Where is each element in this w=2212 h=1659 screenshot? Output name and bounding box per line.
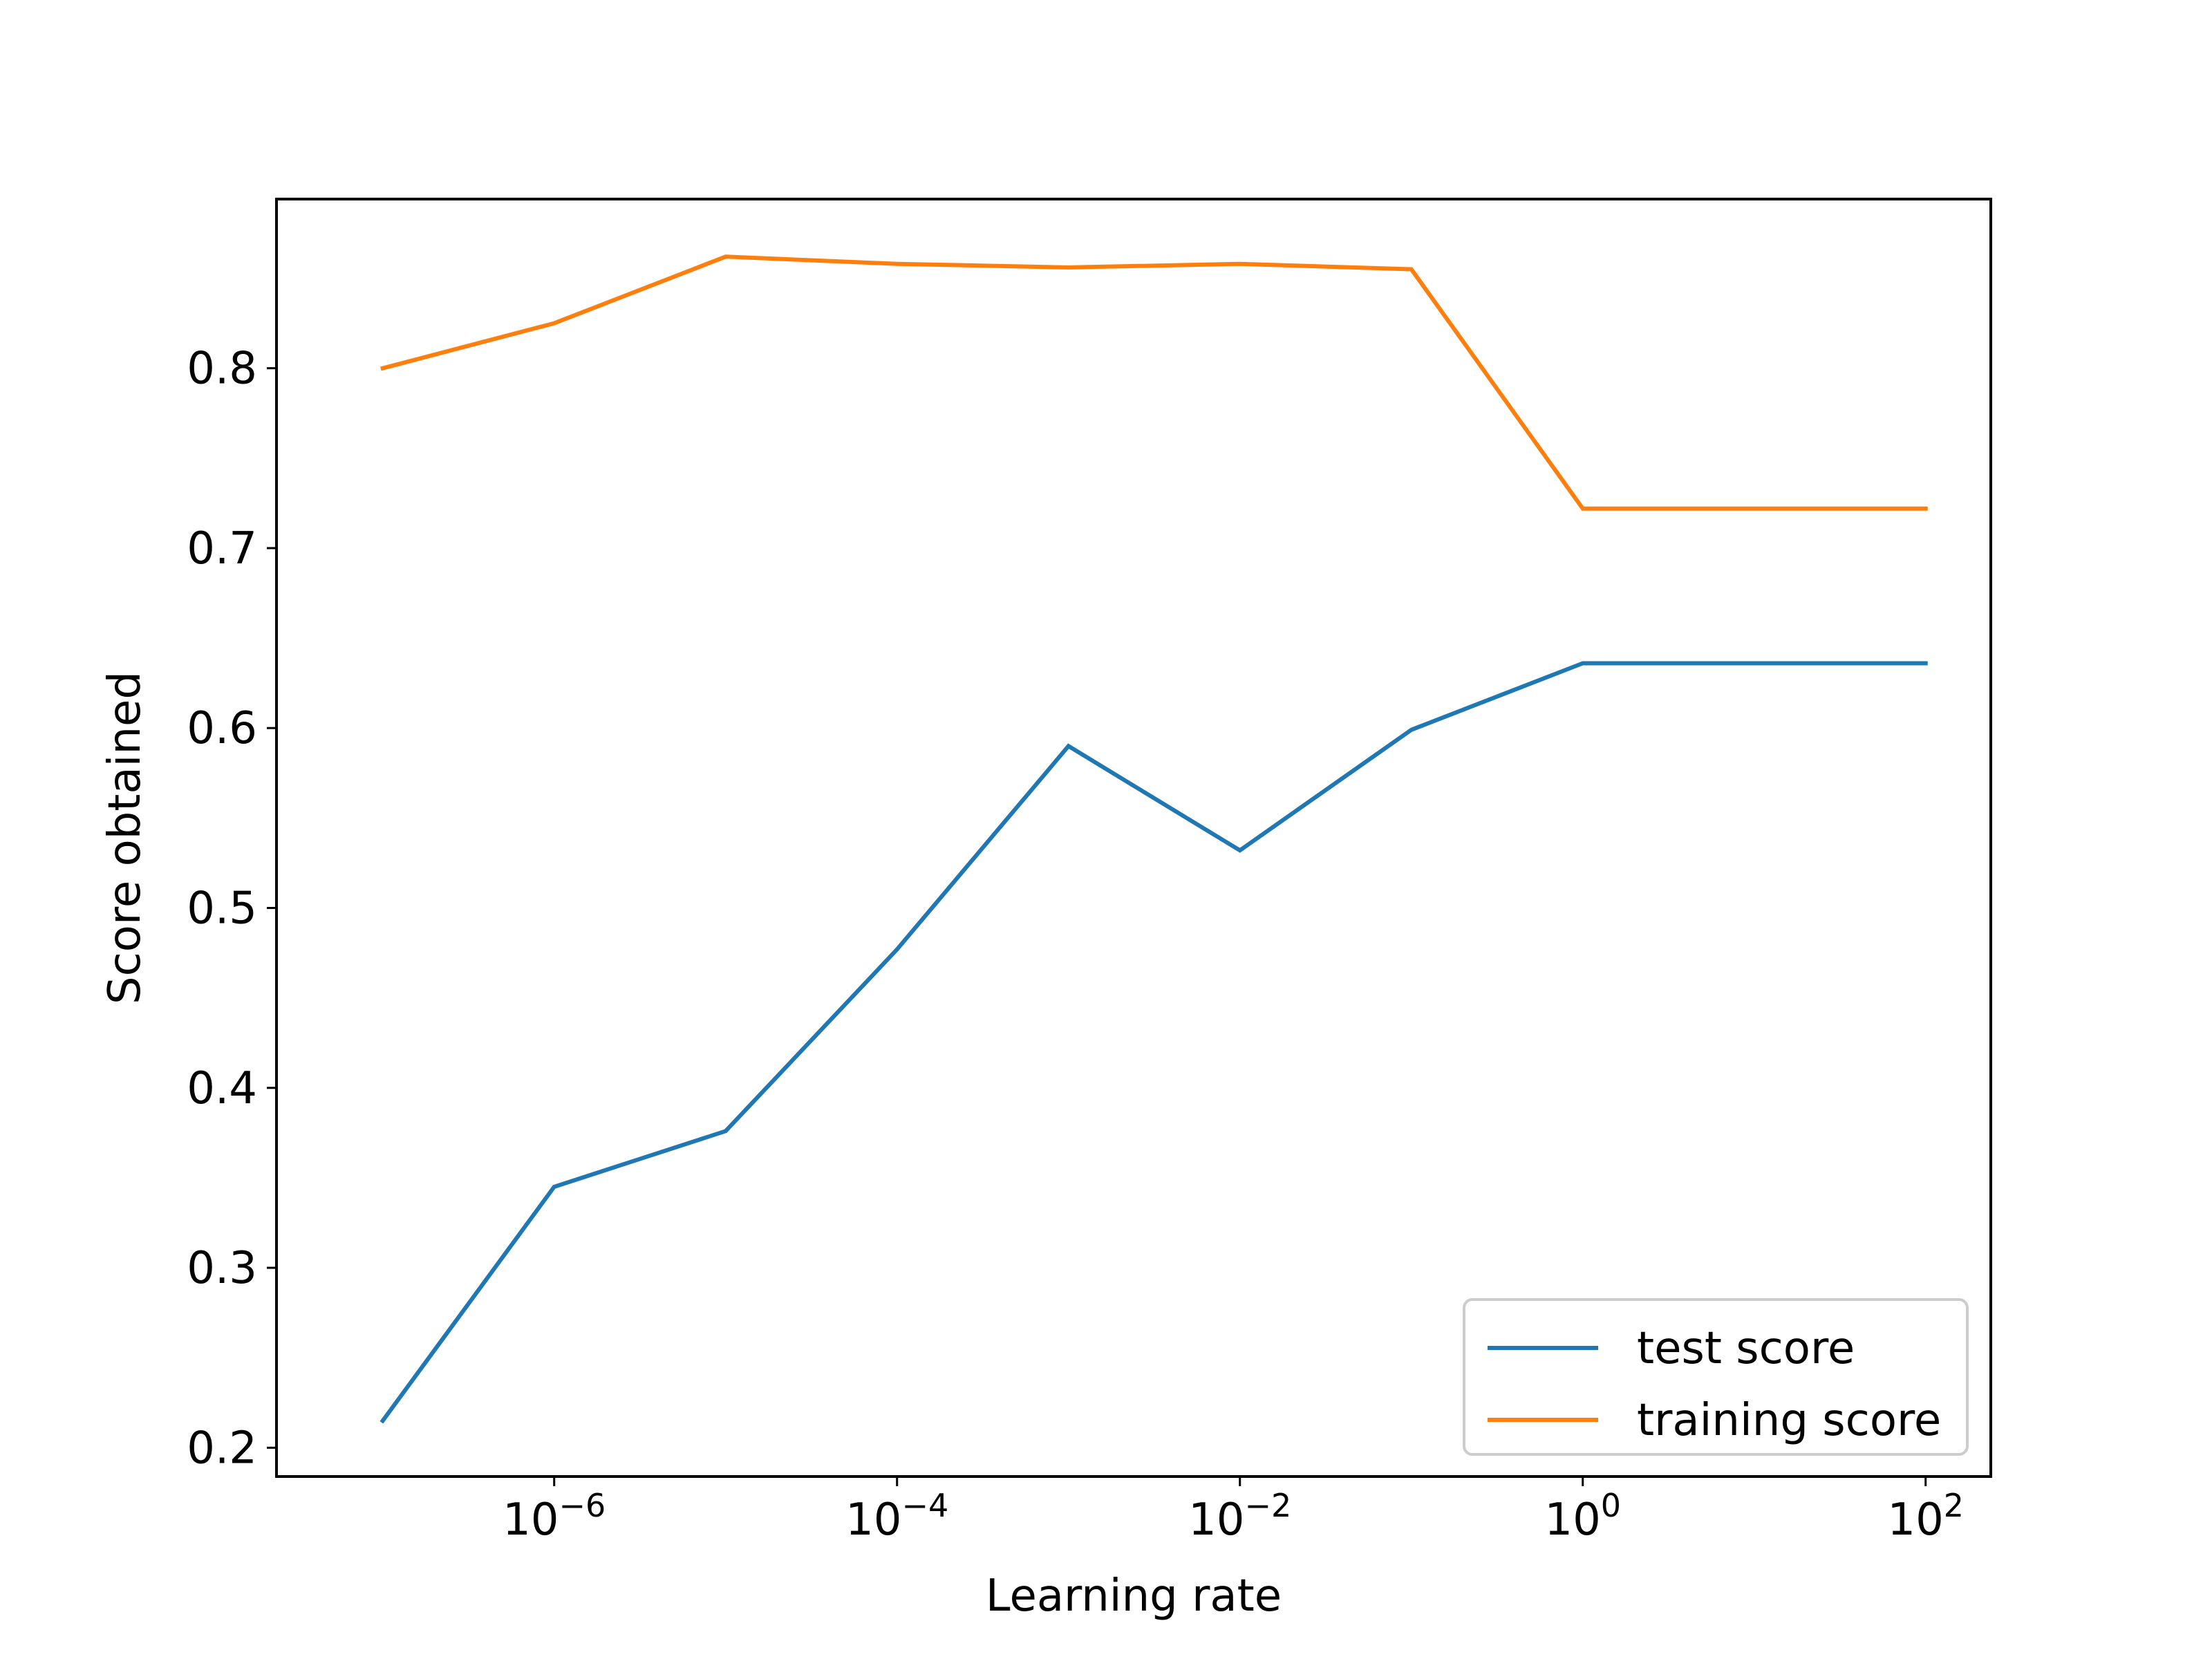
legend-label: training score: [1637, 1395, 1941, 1446]
y-tick-label: 0.6: [187, 703, 257, 754]
y-tick-label: 0.7: [187, 523, 257, 574]
x-axis-ticks: 10−6 10−4 10−2 100 102: [503, 1477, 1964, 1546]
y-tick-label: 0.5: [187, 883, 257, 935]
x-tick-label: 10−4: [845, 1487, 948, 1546]
legend: test score training score: [1463, 1298, 1969, 1456]
series-line-training-score: [380, 254, 1928, 511]
x-tick-label: 102: [1887, 1487, 1964, 1546]
y-tick-label: 0.4: [187, 1063, 257, 1114]
y-axis-ticks: 0.2 0.3 0.4 0.5 0.6 0.7 0.8: [187, 344, 276, 1474]
legend-frame: [1463, 1298, 1969, 1456]
x-axis-label: Learning rate: [986, 1571, 1282, 1622]
x-tick-label: 10−2: [1188, 1487, 1291, 1546]
legend-items: test score training score: [1488, 1323, 1941, 1446]
series-line-test-score: [379, 661, 1928, 1424]
axes-frame: [275, 198, 1992, 1478]
plot-area: [379, 254, 1928, 1424]
y-axis-label: Score obtained: [100, 671, 151, 1004]
x-tick-label: 10−6: [503, 1487, 606, 1546]
legend-label: test score: [1637, 1323, 1855, 1374]
y-tick-label: 0.2: [187, 1423, 257, 1474]
x-tick-label: 100: [1544, 1487, 1621, 1546]
y-tick-label: 0.8: [187, 344, 257, 395]
y-tick-label: 0.3: [187, 1243, 257, 1294]
